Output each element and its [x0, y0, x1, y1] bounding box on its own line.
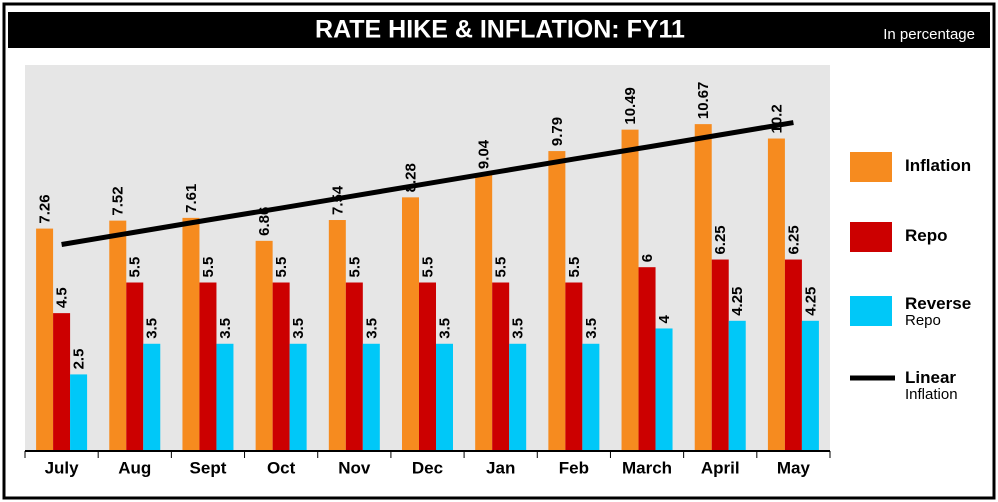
legend-swatch	[850, 296, 892, 326]
data-label: 5.5	[493, 257, 510, 278]
data-label: 6.25	[785, 225, 802, 254]
bar	[272, 282, 290, 451]
bar	[565, 282, 583, 451]
bar	[289, 343, 307, 451]
data-label: 3.5	[217, 318, 234, 339]
data-label: 3.5	[363, 318, 380, 339]
data-label: 10.2	[768, 104, 785, 133]
data-label: 3.5	[290, 318, 307, 339]
legend-label: Repo	[905, 226, 948, 245]
legend-swatch	[850, 222, 892, 252]
header-band	[8, 12, 990, 48]
data-label: 2.5	[71, 349, 88, 370]
bar	[582, 343, 600, 451]
bar	[728, 320, 746, 451]
x-tick-label: May	[777, 458, 811, 477]
data-label: 4.5	[54, 287, 71, 308]
bar	[621, 129, 639, 451]
data-label: 3.5	[436, 318, 453, 339]
bar	[436, 343, 453, 451]
x-tick-label: Jan	[486, 458, 515, 477]
bar	[182, 217, 200, 451]
bar	[694, 124, 712, 451]
bar	[492, 282, 510, 451]
data-label: 6.25	[712, 225, 729, 254]
x-tick-label: Aug	[118, 458, 151, 477]
bar	[475, 174, 493, 452]
legend-label: Linear Inflation	[905, 368, 958, 403]
bar	[362, 343, 380, 451]
x-tick-label: Nov	[338, 458, 371, 477]
legend-label: Inflation	[905, 156, 972, 175]
bar	[801, 320, 819, 451]
bar	[36, 228, 54, 451]
bar	[711, 259, 729, 451]
bar	[638, 267, 656, 451]
bar	[143, 343, 161, 451]
data-label: 9.79	[549, 117, 566, 146]
bar	[767, 138, 785, 451]
data-label: 7.52	[110, 186, 127, 215]
data-label: 3.5	[510, 318, 527, 339]
bar	[402, 197, 419, 451]
data-label: 4	[656, 314, 673, 323]
trend-line	[61, 120, 794, 247]
data-label: 4.25	[729, 287, 746, 316]
x-tick-label: July	[45, 458, 80, 477]
legend-swatch	[850, 152, 892, 182]
x-tick-label: Oct	[267, 458, 296, 477]
data-label: 5.5	[200, 257, 217, 278]
x-tick-label: Dec	[412, 458, 443, 477]
bar	[509, 343, 527, 451]
legend-label: Reverse Repo	[905, 294, 972, 329]
bar	[216, 343, 234, 451]
data-label: 4.25	[802, 287, 819, 316]
data-label: 7.61	[183, 184, 200, 213]
data-label: 7.26	[37, 194, 54, 223]
data-label: 3.5	[583, 318, 600, 339]
data-label: 5.5	[419, 257, 436, 278]
bar	[255, 240, 273, 451]
bar	[548, 151, 566, 452]
bar	[70, 374, 88, 451]
data-label: 3.5	[144, 318, 161, 339]
chart-subtitle: In percentage	[883, 26, 975, 43]
bar	[345, 282, 363, 451]
bar	[328, 220, 346, 451]
x-tick-label: April	[701, 458, 740, 477]
data-label: 5.5	[566, 257, 583, 278]
data-label: 5.5	[273, 257, 290, 278]
x-tick-label: March	[622, 458, 672, 477]
bar	[53, 313, 71, 451]
bar	[419, 282, 436, 451]
bar	[199, 282, 217, 451]
data-label: 10.67	[695, 82, 712, 120]
bar	[655, 328, 673, 451]
data-label: 9.04	[476, 139, 493, 169]
bar	[784, 259, 802, 451]
x-tick-label: Feb	[559, 458, 589, 477]
bar	[109, 220, 127, 451]
data-label: 5.5	[127, 257, 144, 278]
chart-title: RATE HIKE & INFLATION: FY11	[315, 16, 685, 44]
data-label: 6	[639, 254, 656, 262]
data-label: 5.5	[346, 257, 363, 278]
bar	[126, 282, 144, 451]
x-tick-label: Sept	[190, 458, 227, 477]
data-label: 10.49	[622, 87, 639, 125]
